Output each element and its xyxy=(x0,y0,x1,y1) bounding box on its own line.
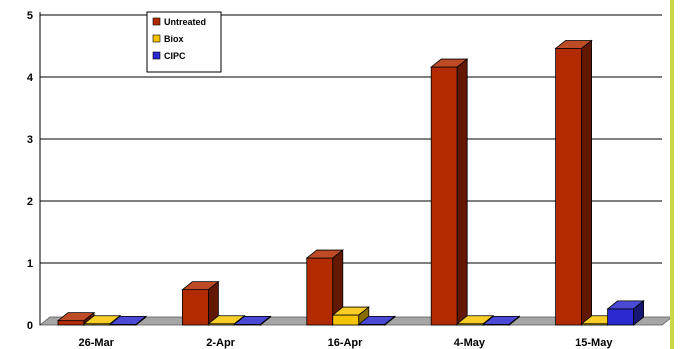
legend-swatch-biox xyxy=(152,34,161,43)
x-tick-label: 26-Mar xyxy=(78,337,114,349)
y-tick-label: 0 xyxy=(27,320,33,332)
x-tick-label: 2-Apr xyxy=(206,337,235,349)
bar-side xyxy=(384,315,396,326)
x-tick-label: 16-Apr xyxy=(328,337,364,349)
y-tick-label: 4 xyxy=(27,72,34,84)
bar-front xyxy=(57,320,85,326)
x-tick-label: 15-May xyxy=(575,337,613,349)
bar-untreated-15-may xyxy=(554,39,593,326)
legend-label-cipc: CIPC xyxy=(164,51,186,61)
bar-untreated-4-may xyxy=(430,58,469,326)
bar-front xyxy=(607,308,634,326)
bar-cipc-16-apr xyxy=(357,315,396,326)
bar-biox-16-apr xyxy=(331,306,370,326)
bar-side xyxy=(581,39,592,326)
bar-side xyxy=(135,315,147,326)
x-tick-label: 4-May xyxy=(454,337,486,349)
bar-front xyxy=(332,314,360,326)
bar-front xyxy=(181,289,209,326)
bar-cipc-4-may xyxy=(482,315,521,326)
bar-side xyxy=(456,58,468,326)
legend-swatch-untreated xyxy=(152,17,161,26)
legend-swatch-cipc xyxy=(152,51,161,60)
bars xyxy=(56,39,645,326)
y-tick-label: 1 xyxy=(27,258,33,270)
bar-untreated-16-apr xyxy=(305,249,344,326)
bar-cipc-2-apr xyxy=(233,315,272,326)
bar-side xyxy=(259,315,271,326)
y-tick-labels: 0 1 2 3 4 5 xyxy=(27,10,34,332)
y-tick-label: 3 xyxy=(27,134,33,146)
bar-side xyxy=(508,315,520,326)
bar-front xyxy=(306,257,334,326)
x-tick-labels: 26-Mar 2-Apr 16-Apr 4-May 15-May xyxy=(78,337,613,349)
y-tick-label: 5 xyxy=(27,10,33,22)
bar-cipc-26-mar xyxy=(108,315,148,326)
legend-label-biox: Biox xyxy=(164,34,184,44)
legend: Untreated Biox CIPC xyxy=(146,11,222,73)
y-tick-label: 2 xyxy=(27,196,33,208)
bar-cipc-15-may xyxy=(606,300,645,326)
bar-front xyxy=(430,66,458,326)
bar-side xyxy=(633,300,644,326)
bar-untreated-2-apr xyxy=(181,280,220,326)
bar-front xyxy=(555,48,582,326)
legend-label-untreated: Untreated xyxy=(164,17,206,27)
